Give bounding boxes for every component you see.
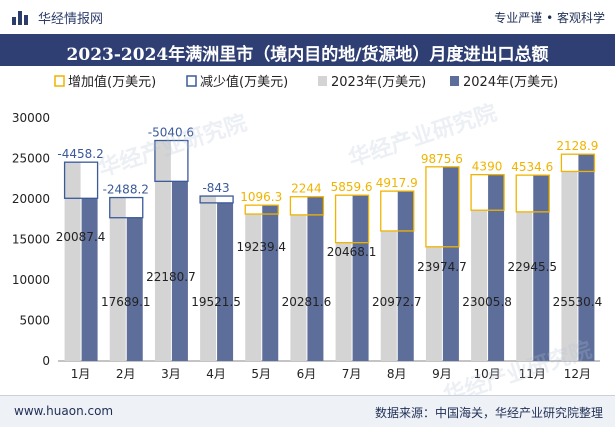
increase-marker (560, 153, 596, 173)
legend-label: 2023年(万美元) (331, 75, 426, 90)
legend-label: 增加值(万美元) (68, 74, 156, 90)
value-label-2024: 22180.7 (146, 270, 196, 284)
brand-logo-icon (12, 10, 30, 25)
bar-2024 (81, 198, 98, 361)
chart-area: 增加值(万美元) 减少值(万美元) 2023年(万美元) 2024年(万美元) 0 500… (0, 66, 615, 396)
bar-2023 (335, 242, 352, 361)
brand: 华经情报网 (12, 8, 103, 27)
x-tick-label: 11月 (519, 367, 546, 381)
change-label: -843 (202, 181, 229, 195)
y-tick-label: 25000 (12, 152, 50, 166)
x-tick-label: 8月 (387, 367, 407, 381)
x-tick-label: 2月 (116, 367, 136, 381)
bar-2023 (200, 196, 217, 361)
bar-2023 (64, 162, 81, 361)
x-tick-label: 6月 (297, 367, 317, 381)
x-tick-label: 10月 (473, 367, 500, 381)
bar-2024 (126, 217, 143, 361)
legend-2024-swatch (450, 76, 459, 86)
y-tick-label: 30000 (12, 111, 50, 125)
bar-2023 (245, 214, 262, 361)
bar-2023 (425, 246, 442, 361)
value-label-2024: 20972.7 (372, 295, 422, 309)
change-label: 5859.6 (331, 180, 373, 194)
bar-2023 (471, 210, 488, 361)
bar-2024 (397, 191, 414, 361)
change-label: 4390 (472, 160, 503, 174)
change-label: 1096.3 (240, 190, 282, 204)
value-label-2024: 19239.4 (236, 240, 286, 254)
decrease-marker (109, 196, 144, 219)
increase-marker (425, 166, 460, 248)
change-label: -2488.2 (103, 183, 149, 197)
increase-marker (289, 196, 325, 216)
bar-chart: 增加值(万美元) 减少值(万美元) 2023年(万美元) 2024年(万美元) 0 500… (12, 74, 603, 381)
value-label-2024: 23005.8 (462, 295, 512, 309)
bar-2023 (290, 214, 307, 361)
y-tick-label: 5000 (19, 314, 50, 328)
bar-2024 (171, 181, 188, 361)
y-tick-label: 15000 (12, 233, 50, 247)
y-tick-label: 0 (42, 354, 50, 368)
x-tick-label: 3月 (161, 367, 181, 381)
value-label-2024: 22945.5 (507, 260, 557, 274)
increase-marker (334, 194, 370, 244)
x-tick-label: 7月 (342, 367, 362, 381)
bar-2024 (307, 196, 324, 361)
bar-2023 (561, 171, 578, 361)
bar-2023 (380, 230, 397, 361)
footer-source: 数据来源：中国海关，华经产业研究院整理 (374, 406, 603, 420)
legend-label: 2024年(万美元) (463, 75, 558, 90)
change-label: -4458.2 (57, 147, 103, 161)
y-tick-label: 20000 (12, 192, 50, 206)
bar-2024 (488, 174, 505, 361)
value-label-2024: 20468.1 (327, 245, 377, 259)
increase-marker (380, 190, 415, 232)
value-label-2024: 25530.4 (553, 295, 603, 309)
value-label-2024: 19521.5 (191, 295, 241, 309)
x-tick-label: 5月 (251, 367, 271, 381)
footer: www.huaon.com 数据来源：中国海关，华经产业研究院整理 (0, 395, 615, 427)
value-label-2024: 17689.1 (101, 295, 151, 309)
top-bar: 华经情报网 专业严谨 • 客观科学 (0, 0, 615, 35)
legend-decrease-swatch (186, 75, 197, 87)
y-tick-label: 10000 (12, 273, 50, 287)
legend-increase-swatch (54, 75, 65, 87)
bar-2024 (442, 166, 459, 361)
decrease-marker (154, 139, 189, 182)
bar-2024 (217, 202, 234, 361)
x-tick-label: 1月 (71, 367, 91, 381)
change-label: -5040.6 (148, 126, 194, 140)
footer-site: www.huaon.com (14, 404, 114, 418)
legend-label: 减少值(万美元) (200, 74, 288, 90)
increase-marker (244, 204, 279, 215)
bar-2024 (533, 175, 550, 361)
x-tick-label: 9月 (432, 367, 452, 381)
x-tick-label: 4月 (206, 367, 226, 381)
title-bar: 2023-2024年满洲里市（境内目的地/货源地）月度进出口总额 (0, 34, 615, 66)
slogan: 专业严谨 • 客观科学 (494, 11, 605, 25)
increase-marker (515, 174, 550, 213)
bar-2023 (154, 140, 171, 361)
legend-2023-swatch (318, 76, 327, 86)
brand-name: 华经情报网 (38, 12, 104, 27)
bar-2024 (262, 205, 279, 361)
bar-2024 (578, 154, 595, 361)
x-tick-label: 12月 (564, 367, 591, 381)
change-label: 9875.6 (421, 152, 463, 166)
bar-2023 (109, 197, 126, 361)
decrease-marker (199, 195, 234, 204)
change-label: 2128.9 (556, 139, 598, 153)
change-label: 4917.9 (376, 176, 418, 190)
value-label-2024: 23974.7 (417, 260, 467, 274)
value-label-2024: 20087.4 (56, 230, 106, 244)
increase-marker (470, 174, 505, 211)
change-label: 4534.6 (511, 160, 553, 174)
bar-2023 (516, 211, 533, 361)
bar-2024 (352, 195, 369, 361)
chart-title: 2023-2024年满洲里市（境内目的地/货源地）月度进出口总额 (66, 45, 549, 65)
value-label-2024: 20281.6 (282, 295, 332, 309)
decrease-marker (63, 161, 99, 199)
change-label: 2244 (291, 182, 322, 196)
